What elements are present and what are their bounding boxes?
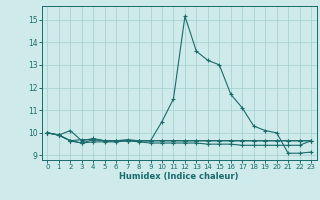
X-axis label: Humidex (Indice chaleur): Humidex (Indice chaleur) [119,172,239,181]
